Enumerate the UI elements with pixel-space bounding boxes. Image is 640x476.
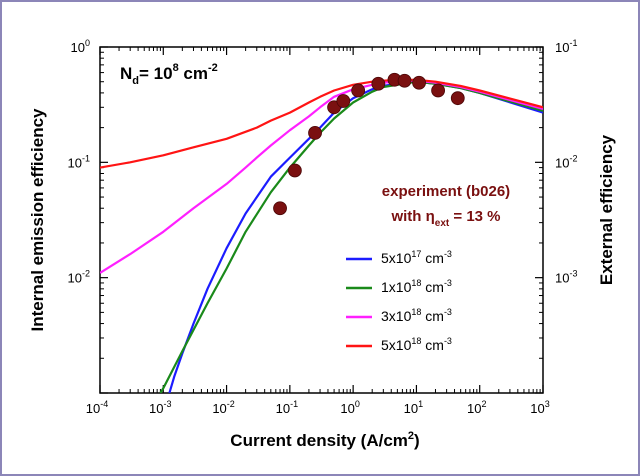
legend: 5x1017 cm-3 1x1018 cm-3 3x1018 cm-3 5x1018 … bbox=[346, 249, 452, 353]
annotation-mid: = 10 bbox=[139, 64, 173, 83]
series-line-3 bbox=[100, 79, 543, 274]
y2-axis-label: External efficiency bbox=[597, 134, 616, 285]
y-tick-label: 100 bbox=[71, 38, 90, 55]
experiment-point bbox=[273, 201, 287, 216]
experiment-point bbox=[450, 91, 465, 106]
x-axis-label-end: ) bbox=[414, 431, 420, 450]
legend-label-2: 1x1018 cm-3 bbox=[381, 278, 452, 295]
x-tick-label: 10-2 bbox=[212, 399, 234, 416]
experiment-eta-label: with ηext = 13 % bbox=[390, 208, 500, 229]
plot-frame bbox=[99, 46, 544, 394]
legend-label-1: 5x1017 cm-3 bbox=[381, 249, 452, 266]
experiment-point bbox=[412, 75, 426, 90]
y-axis-label: Internal emission efficiency bbox=[28, 108, 47, 332]
experiment-point bbox=[431, 83, 445, 98]
x-tick-label: 100 bbox=[340, 399, 359, 416]
experiment-label: experiment (b026) bbox=[382, 183, 510, 200]
x-tick-label: 10-3 bbox=[149, 399, 171, 416]
legend-label-3: 3x1018 cm-3 bbox=[381, 307, 452, 324]
x-tick-label: 10-1 bbox=[276, 399, 298, 416]
experiment-point bbox=[287, 163, 302, 178]
x-tick-label: 103 bbox=[530, 399, 549, 416]
annotation-sub: d bbox=[132, 75, 139, 87]
annotation-sup: 8 bbox=[173, 62, 179, 74]
experiment-point bbox=[371, 76, 386, 91]
experiment-point bbox=[308, 125, 322, 140]
x-tick-label: 101 bbox=[404, 399, 423, 416]
annotation-unit-sup: -2 bbox=[208, 62, 218, 74]
experiment-point bbox=[351, 83, 366, 98]
eta-sub: ext bbox=[435, 218, 450, 229]
series-line-4 bbox=[100, 78, 543, 169]
eta-prefix: with η bbox=[390, 208, 434, 225]
y2-tick-label: 10-3 bbox=[555, 269, 577, 286]
legend-label-4: 5x1018 cm-3 bbox=[381, 336, 452, 353]
y2-tick-label: 10-2 bbox=[555, 153, 577, 170]
x-tick-label: 102 bbox=[467, 399, 486, 416]
eta-suffix: = 13 % bbox=[449, 208, 500, 225]
x-axis-label-main: Current density (A/cm bbox=[230, 431, 408, 450]
x-tick-label: 10-4 bbox=[86, 399, 108, 416]
x-axis-label-sup: 2 bbox=[408, 430, 414, 442]
x-axis-label: Current density (A/cm2) bbox=[230, 430, 419, 450]
annotation-unit: cm bbox=[179, 64, 208, 83]
y-tick-label: 10-2 bbox=[68, 269, 90, 286]
experiment-point bbox=[397, 73, 412, 88]
y-tick-label: 10-1 bbox=[68, 153, 90, 170]
doping-annotation: Nd= 108 cm-2 bbox=[120, 62, 218, 87]
y2-tick-label: 10-1 bbox=[555, 38, 577, 55]
annotation-prefix: N bbox=[120, 64, 132, 83]
experiment-point bbox=[336, 94, 351, 108]
